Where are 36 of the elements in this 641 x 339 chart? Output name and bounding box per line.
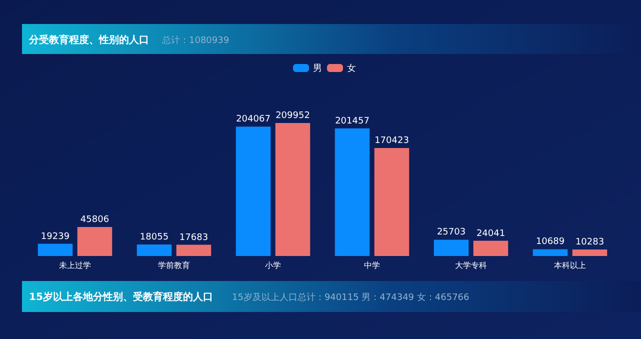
bar <box>532 249 568 256</box>
data-label: 10689 <box>536 237 565 248</box>
bar <box>572 249 608 256</box>
x-tick-label: 小学 <box>265 261 281 270</box>
legend-label: 男 <box>313 63 322 74</box>
data-label: 201457 <box>335 116 370 126</box>
data-label: 170423 <box>374 136 409 146</box>
bar <box>236 126 271 256</box>
bar <box>136 244 172 256</box>
x-tick-label: 学前教育 <box>158 261 190 270</box>
data-label: 204067 <box>236 114 270 125</box>
data-label: 17683 <box>179 232 208 243</box>
x-tick-label: 大学专科 <box>455 261 488 270</box>
bar <box>77 226 112 256</box>
bar <box>374 148 410 256</box>
bar <box>176 244 212 256</box>
chart-title: 分受教育程度、性别的人口 <box>28 34 149 46</box>
x-tick-label: 本科以上 <box>554 261 586 270</box>
data-label: 10283 <box>575 237 604 248</box>
chart-subtitle: 总计：1080939 <box>161 35 230 46</box>
data-label: 25703 <box>436 228 466 238</box>
bar <box>275 122 310 256</box>
data-label: 18055 <box>140 232 169 243</box>
bar <box>38 244 73 256</box>
data-label: 19239 <box>40 232 70 242</box>
x-tick-label: 未上过学 <box>58 261 91 270</box>
text: 15岁及以上人口总计：940115 男：474349 女：465766 <box>232 292 470 303</box>
data-label: 24041 <box>476 228 506 239</box>
data-label: 209952 <box>276 110 310 121</box>
bar <box>434 240 469 256</box>
x-tick-label: 中学 <box>364 261 380 270</box>
bar <box>334 128 370 256</box>
text: 15岁以上各地分性别、受教育程度的人口 <box>29 291 213 303</box>
bar <box>473 240 508 256</box>
data-label: 45806 <box>80 214 110 225</box>
legend-label: 女 <box>347 63 356 74</box>
